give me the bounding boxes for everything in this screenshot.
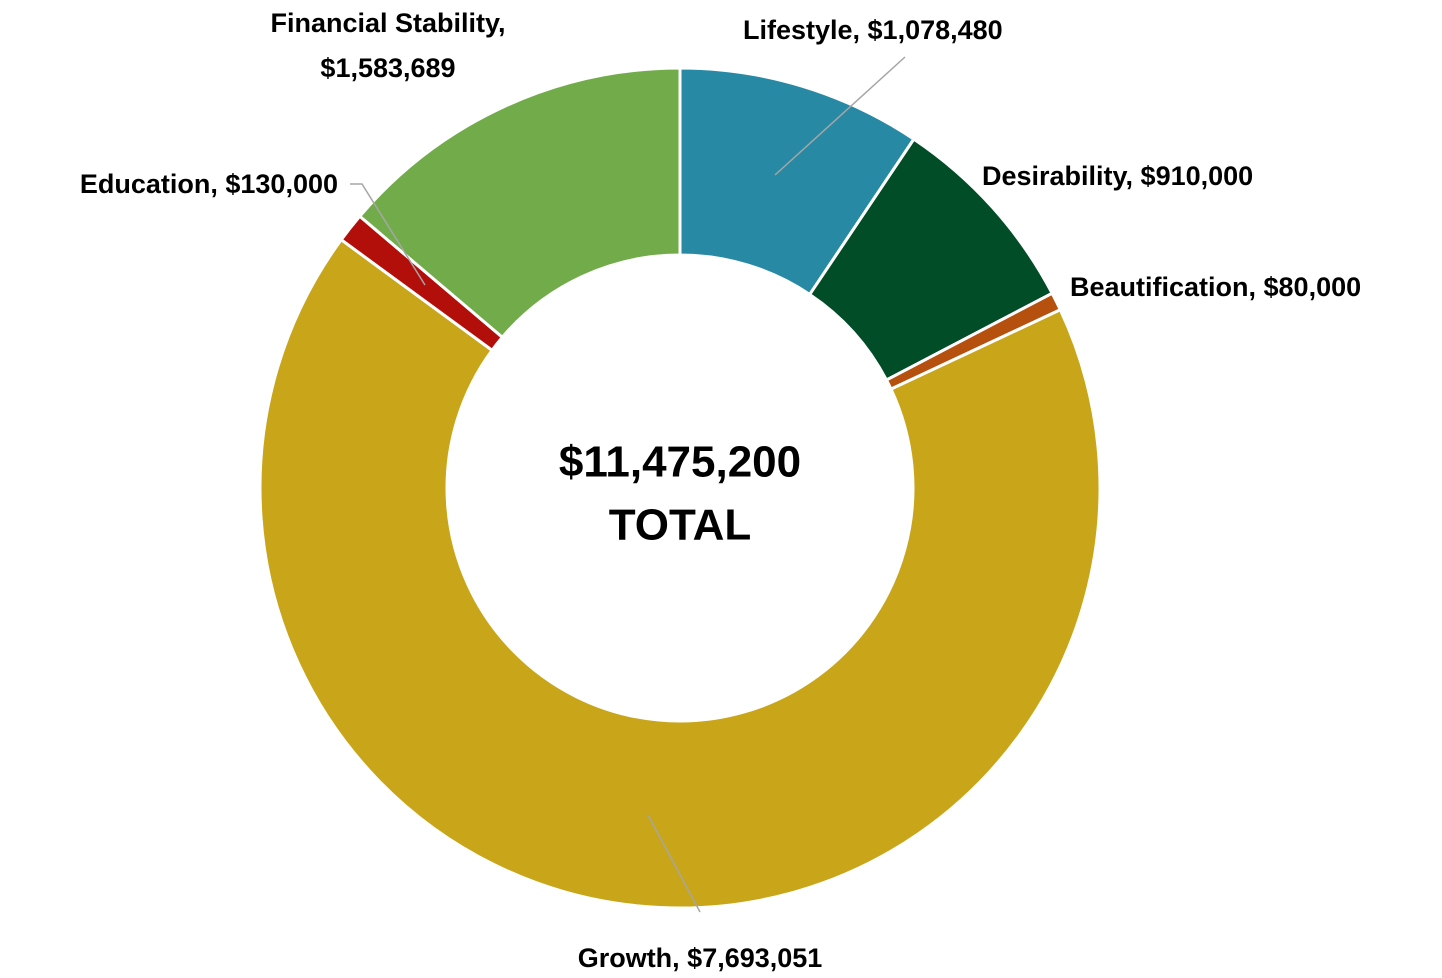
data-label: Financial Stability, $1,583,689 <box>270 8 505 83</box>
center-caption: TOTAL <box>609 501 752 550</box>
center-total: $11,475,200 <box>559 438 801 487</box>
leader-line <box>774 56 906 176</box>
data-label: Education, $130,000 <box>80 169 338 199</box>
leader-line <box>647 814 701 913</box>
slice <box>357 66 682 340</box>
slice <box>258 237 1102 910</box>
data-label: Desirability, $910,000 <box>982 161 1253 191</box>
data-label: Lifestyle, $1,078,480 <box>743 15 1003 45</box>
data-label: Growth, $7,693,051 <box>578 943 823 973</box>
data-label: Beautification, $80,000 <box>1070 272 1361 302</box>
leader-line <box>350 183 426 286</box>
slices <box>258 66 1102 910</box>
